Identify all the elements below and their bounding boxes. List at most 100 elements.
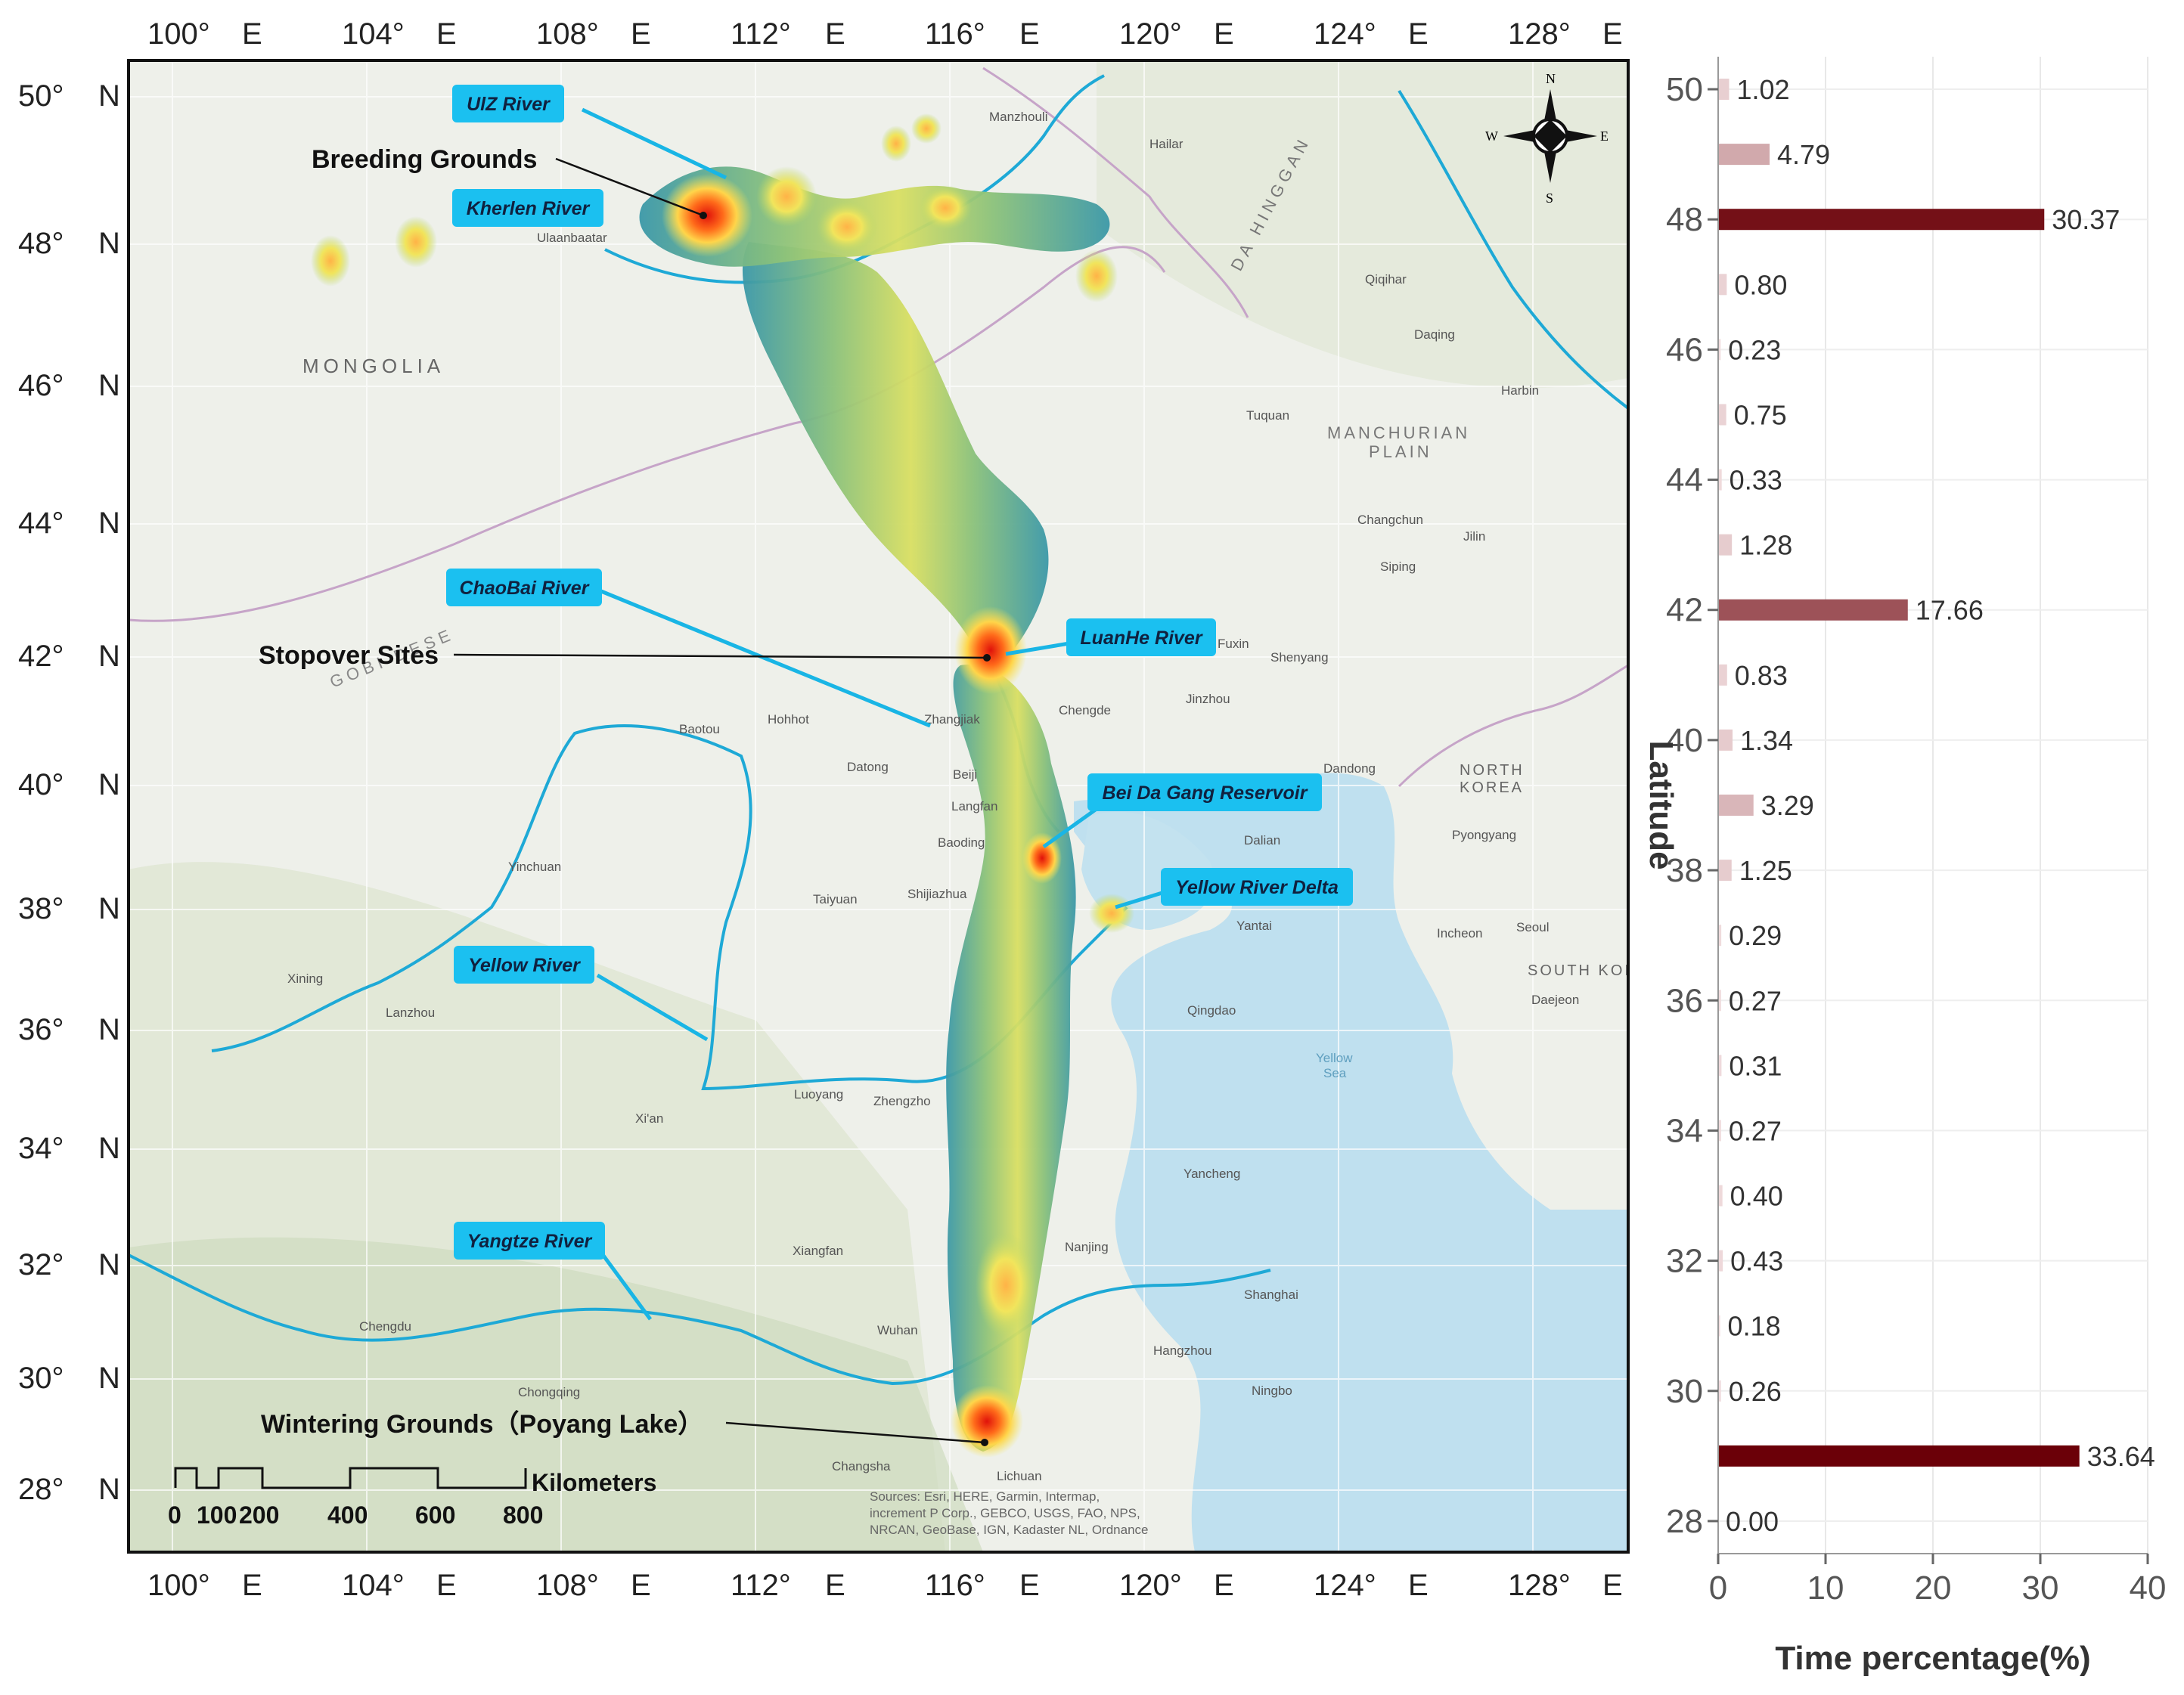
scale-tick-400: 400 — [327, 1501, 368, 1529]
lat-dir-42: N — [98, 640, 120, 673]
label-stopover-sites: Stopover Sites — [259, 641, 439, 670]
bar-value-label: 0.27 — [1729, 985, 1782, 1016]
compass-e: E — [1600, 129, 1609, 144]
place-baoding: Baoding — [938, 835, 985, 850]
bar-lat-50 — [1718, 79, 1730, 101]
lon-dir-104-bottom: E — [436, 1569, 457, 1602]
place-daejeon: Daejeon — [1531, 993, 1579, 1007]
attribution-line-1: Sources: Esri, HERE, Garmin, Intermap, — [870, 1489, 1100, 1504]
callout-leaders — [581, 107, 1165, 1321]
lat-label-48: 48° — [18, 227, 64, 260]
x-tick-label: 30 — [2022, 1570, 2059, 1607]
bar-lat-40 — [1718, 729, 1733, 751]
bar-value-label: 0.33 — [1730, 465, 1782, 496]
lon-dir-116: E — [1019, 17, 1040, 51]
place-changchun: Changchun — [1357, 513, 1423, 527]
label-breeding-grounds: Breeding Grounds — [312, 145, 537, 174]
map-frame — [127, 59, 1630, 1554]
scale-bar: 0 100 200 400 600 800 Kilometers — [168, 1467, 656, 1529]
place-lichuan: Lichuan — [997, 1469, 1042, 1483]
x-tick-label: 40 — [2130, 1570, 2167, 1607]
x-axis-title: Time percentage(%) — [1775, 1640, 2090, 1677]
callout-kherlen-label: Kherlen River — [467, 198, 591, 219]
lon-dir-112: E — [825, 17, 845, 51]
bar-lat-49 — [1718, 144, 1770, 166]
bar-lat-47 — [1718, 274, 1727, 296]
place-manchurian: MANCHURIAN — [1327, 423, 1470, 442]
y-tick-label: 28 — [1666, 1503, 1703, 1540]
callout-yellowdelta-label: Yellow River Delta — [1175, 877, 1339, 898]
bar-value-label: 17.66 — [1916, 595, 1984, 626]
place-hohhot: Hohhot — [768, 712, 809, 727]
lon-label-120: 120° — [1119, 17, 1182, 51]
callout-chaobai-river: ChaoBai River — [446, 569, 602, 606]
lon-label-128-bottom: 128° — [1508, 1569, 1571, 1602]
bar-value-label: 0.40 — [1730, 1181, 1783, 1212]
lon-dir-104: E — [436, 17, 457, 51]
attribution-line-2: increment P Corp., GEBCO, USGS, FAO, NPS… — [870, 1506, 1140, 1520]
map-panel: 100° E 104° E 108° E 112° E 116° E 120° … — [18, 17, 1638, 1602]
bar-value-label: 0.75 — [1734, 399, 1787, 430]
callout-uiz-label: UlZ River — [467, 94, 551, 115]
place-ulaanbaatar: Ulaanbaatar — [537, 231, 607, 245]
map-body: MONGOLIA MANCHURIAN PLAIN NORTH KOREA SO… — [129, 60, 1638, 1552]
lon-dir-124: E — [1408, 17, 1429, 51]
lon-dir-120: E — [1214, 17, 1234, 51]
callout-chaobai-label: ChaoBai River — [460, 578, 590, 599]
lon-label-116-bottom: 116° — [925, 1569, 985, 1602]
lat-dir-28: N — [98, 1473, 120, 1506]
bar-value-label: 3.29 — [1761, 790, 1814, 821]
lon-dir-108-bottom: E — [631, 1569, 651, 1602]
bar-value-label: 0.80 — [1734, 269, 1787, 300]
bar-value-label: 1.25 — [1739, 855, 1792, 886]
place-fuxin: Fuxin — [1218, 637, 1249, 651]
y-tick-label: 38 — [1666, 852, 1703, 889]
place-south-korea: SOUTH KOR — [1528, 962, 1638, 979]
bar-lat-32 — [1718, 1250, 1723, 1272]
place-changsha: Changsha — [832, 1459, 891, 1473]
compass-n: N — [1546, 71, 1556, 86]
y-tick-label: 40 — [1666, 722, 1703, 759]
place-yellow-sea-2: Sea — [1323, 1066, 1347, 1080]
place-wuhan: Wuhan — [877, 1323, 918, 1337]
y-tick-label: 44 — [1666, 462, 1703, 499]
place-harbin: Harbin — [1501, 383, 1539, 398]
lat-dir-48: N — [98, 227, 120, 260]
corridor-north — [742, 242, 1049, 662]
place-yancheng: Yancheng — [1184, 1167, 1240, 1181]
lon-label-100-bottom: 100° — [147, 1569, 210, 1602]
place-qingdao: Qingdao — [1187, 1003, 1236, 1018]
callout-beidagang-reservoir: Bei Da Gang Reservoir — [1087, 773, 1322, 811]
callout-yellow-label: Yellow River — [468, 955, 581, 976]
compass-s: S — [1546, 191, 1553, 206]
y-tick-label: 34 — [1666, 1112, 1703, 1149]
place-chengde: Chengde — [1059, 703, 1111, 717]
bar-value-label: 4.79 — [1777, 139, 1830, 170]
hotspot-beidagang — [1022, 832, 1062, 884]
place-qiqihar: Qiqihar — [1365, 272, 1407, 287]
place-dalian: Dalian — [1244, 833, 1280, 848]
lon-dir-120-bottom: E — [1214, 1569, 1234, 1602]
attribution-line-3: NRCAN, GeoBase, IGN, Kadaster NL, Ordnan… — [870, 1523, 1149, 1537]
lat-dir-36: N — [98, 1013, 120, 1046]
callout-yellow-river-delta: Yellow River Delta — [1161, 868, 1353, 906]
callout-yellow-river: Yellow River — [454, 946, 594, 984]
lon-label-104-bottom: 104° — [342, 1569, 405, 1602]
bar-lat-35 — [1718, 1055, 1722, 1077]
bar-value-label: 0.27 — [1729, 1115, 1782, 1146]
lon-label-124-bottom: 124° — [1314, 1569, 1376, 1602]
lat-label-42: 42° — [18, 640, 64, 673]
callouts: UlZ River Kherlen River ChaoBai River Lu… — [446, 85, 1353, 1260]
place-datong: Datong — [847, 760, 889, 774]
terrain-shading-south — [129, 1237, 983, 1552]
place-nanjing: Nanjing — [1065, 1240, 1109, 1254]
bar-value-label: 0.23 — [1728, 334, 1781, 365]
x-tick-label: 10 — [1807, 1570, 1844, 1607]
hotspot-wintering — [951, 1385, 1023, 1458]
bar-lat-34 — [1718, 1120, 1721, 1142]
place-dandong: Dandong — [1323, 761, 1376, 776]
place-baotou: Baotou — [679, 722, 720, 736]
hotspot-north-2 — [911, 113, 942, 144]
y-tick-label: 30 — [1666, 1373, 1703, 1410]
bar-value-label: 0.00 — [1726, 1506, 1779, 1537]
